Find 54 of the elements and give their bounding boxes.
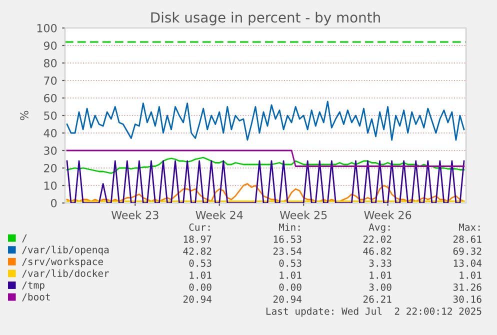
text: 26.21 [363, 295, 392, 303]
y-axis-title: % [20, 110, 28, 120]
text: 30.16 [453, 295, 482, 303]
y-tick-label: 60 [44, 94, 57, 102]
text: 46.82 [363, 247, 392, 255]
y-tick-label: 100 [37, 24, 57, 32]
text: 0.00 [279, 283, 302, 291]
text: 69.32 [453, 247, 482, 255]
legend-label: / [22, 234, 27, 242]
text: 1.01 [280, 271, 302, 279]
text: 3.00 [369, 283, 392, 291]
y-tick-label: 0 [51, 198, 57, 208]
text: 0.53 [279, 259, 302, 267]
text: 23.54 [273, 247, 302, 255]
text: 31.26 [453, 283, 482, 291]
x-tick-label: Week 26 [364, 210, 412, 220]
text: 1.01 [460, 271, 482, 279]
y-tick-label: 10 [44, 181, 57, 190]
text: Last update: Wed Jul 2 22:00:12 2025 [266, 307, 482, 317]
legend-label: /boot [22, 293, 50, 302]
x-tick-label: Week 24 [196, 210, 243, 220]
text: 0.53 [189, 259, 212, 267]
x-tick-label: Week 25 [280, 210, 327, 220]
line-series [66, 100, 465, 141]
text: 1.01 [190, 271, 212, 279]
text: 18.97 [184, 235, 212, 243]
legend-label: /srv/workspace [22, 258, 103, 268]
legend-label: /var/lib/docker [22, 269, 110, 278]
text: 20.94 [183, 295, 212, 303]
legend-label: /var/lib/openqa [22, 246, 109, 256]
text: 1.01 [370, 271, 392, 279]
y-tick-label: 80 [44, 58, 57, 68]
y-tick-label: 90 [44, 41, 57, 50]
x-tick-label: Week 23 [111, 210, 158, 220]
line-series [66, 156, 465, 174]
text: Max: [458, 224, 480, 231]
text: Avg: [368, 224, 390, 233]
y-tick-label: 30 [44, 146, 57, 155]
text: 22.02 [363, 235, 392, 243]
text: 20.94 [273, 295, 302, 303]
text: 28.61 [453, 235, 482, 243]
text: 42.82 [183, 247, 212, 255]
y-tick-label: 20 [44, 164, 57, 172]
chart-title: Disk usage in percent - by month [151, 12, 380, 26]
y-tick-label: 40 [44, 128, 57, 138]
text: 13.04 [454, 259, 482, 267]
text: 3.33 [369, 259, 392, 267]
text: 0.00 [189, 283, 212, 291]
text: Min: [278, 223, 300, 231]
y-tick-label: 70 [44, 76, 57, 85]
text: 16.53 [274, 235, 302, 243]
text: Cur: [189, 223, 210, 231]
legend-label: /tmp [22, 282, 44, 291]
y-tick-label: 50 [44, 111, 57, 120]
